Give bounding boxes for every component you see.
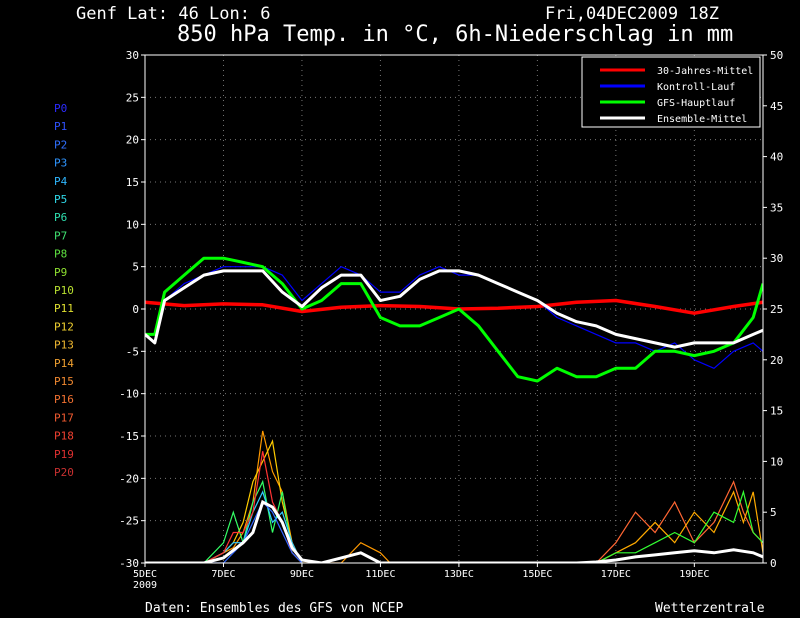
y-right-tick-label: 10 bbox=[770, 455, 783, 468]
y-left-tick-label: 25 bbox=[126, 91, 139, 104]
member-label: P1 bbox=[54, 120, 67, 133]
y-left-tick-label: 20 bbox=[126, 134, 139, 147]
precip-member-line bbox=[203, 430, 391, 563]
member-list: P0 P1 P2 P3 P4 P5 P6 P7 P8 P9 P10 P11 P12 P13 P14 P15 P1… bbox=[54, 102, 74, 479]
x-tick-label: 11DEC bbox=[365, 569, 395, 580]
y-right-tick-label: 25 bbox=[770, 303, 783, 316]
member-label: P17 bbox=[54, 411, 74, 424]
y-left-tick-label: 10 bbox=[126, 218, 139, 231]
legend-label: 30-Jahres-Mittel bbox=[657, 66, 753, 77]
x-tick-label: 7DEC bbox=[211, 569, 235, 580]
chart-title: 850 hPa Temp. in °C, 6h-Niederschlag in … bbox=[177, 22, 733, 47]
y-left-tick-label: 30 bbox=[126, 49, 139, 62]
y-left-tick-label: -20 bbox=[119, 472, 139, 485]
y-right-tick-label: 15 bbox=[770, 405, 783, 418]
member-label: P10 bbox=[54, 284, 74, 297]
axes: -30 -25 -20 -15 -10 -5 0 5 10 15 20 25 30 0 5 10 15 20 25 3… bbox=[119, 49, 783, 591]
legend: 30-Jahres-Mittel Kontroll-Lauf GFS-Hauptla… bbox=[581, 56, 761, 128]
precip-layer bbox=[145, 430, 763, 563]
member-label: P13 bbox=[54, 339, 74, 352]
y-right-tick-label: 0 bbox=[770, 557, 777, 570]
x-tick-label: 13DEC bbox=[444, 569, 474, 580]
member-label: P12 bbox=[54, 320, 74, 333]
member-label: P7 bbox=[54, 229, 67, 242]
member-label: P15 bbox=[54, 375, 74, 388]
x-tick-label: 5DEC bbox=[133, 569, 157, 580]
x-tick-label: 17DEC bbox=[601, 569, 631, 580]
y-right-tick-label: 20 bbox=[770, 354, 783, 367]
member-label: P9 bbox=[54, 266, 67, 279]
member-label: P18 bbox=[54, 430, 74, 443]
member-label: P8 bbox=[54, 248, 67, 261]
member-label: P3 bbox=[54, 157, 67, 170]
run-timestamp: Fri,04DEC2009 18Z bbox=[545, 4, 719, 24]
legend-label: Ensemble-Mittel bbox=[657, 114, 747, 125]
member-label: P4 bbox=[54, 175, 68, 188]
member-label: P11 bbox=[54, 302, 74, 315]
x-tick-label: 9DEC bbox=[290, 569, 314, 580]
y-left-tick-label: 15 bbox=[126, 176, 139, 189]
member-label: P19 bbox=[54, 448, 74, 461]
legend-label: GFS-Hauptlauf bbox=[657, 98, 735, 109]
y-right-tick-label: 50 bbox=[770, 49, 783, 62]
y-right-tick-label: 30 bbox=[770, 252, 783, 265]
series-line bbox=[145, 256, 763, 383]
y-right-tick-label: 40 bbox=[770, 151, 783, 164]
member-label: P16 bbox=[54, 393, 74, 406]
precip-member-line bbox=[203, 500, 303, 563]
data-source: Daten: Ensembles des GFS von NCEP bbox=[145, 601, 403, 616]
member-label: P2 bbox=[54, 138, 67, 151]
member-label: P20 bbox=[54, 466, 74, 479]
y-left-tick-label: 0 bbox=[132, 303, 139, 316]
x-tick-label: 15DEC bbox=[522, 569, 552, 580]
legend-label: Kontroll-Lauf bbox=[657, 82, 735, 93]
series-line bbox=[145, 266, 763, 369]
precip-member-line bbox=[595, 490, 763, 563]
member-label: P6 bbox=[54, 211, 67, 224]
precip-member-line bbox=[203, 490, 303, 563]
precip-member-line bbox=[203, 479, 303, 563]
x-tick-label: 19DEC bbox=[679, 569, 709, 580]
brand-label: Wetterzentrale bbox=[655, 601, 765, 616]
y-right-tick-label: 35 bbox=[770, 201, 783, 214]
x-tick-year-label: 2009 bbox=[133, 580, 157, 591]
temperature-layer bbox=[145, 256, 763, 383]
y-left-tick-label: -30 bbox=[119, 557, 139, 570]
member-label: P5 bbox=[54, 193, 67, 206]
precip-member-line bbox=[595, 489, 763, 563]
member-label: P14 bbox=[54, 357, 74, 370]
precip-mean-line bbox=[145, 499, 763, 563]
y-left-tick-label: -25 bbox=[119, 515, 139, 528]
y-left-tick-label: -5 bbox=[126, 345, 139, 358]
precip-member-line bbox=[203, 451, 303, 563]
location-label: Genf Lat: 46 Lon: 6 bbox=[76, 4, 270, 24]
y-left-tick-label: 5 bbox=[132, 261, 139, 274]
series-line bbox=[145, 269, 763, 349]
y-left-tick-label: -10 bbox=[119, 388, 139, 401]
member-label: P0 bbox=[54, 102, 67, 115]
y-right-tick-label: 5 bbox=[770, 506, 777, 519]
y-right-tick-label: 45 bbox=[770, 100, 783, 113]
y-left-tick-label: -15 bbox=[119, 430, 139, 443]
